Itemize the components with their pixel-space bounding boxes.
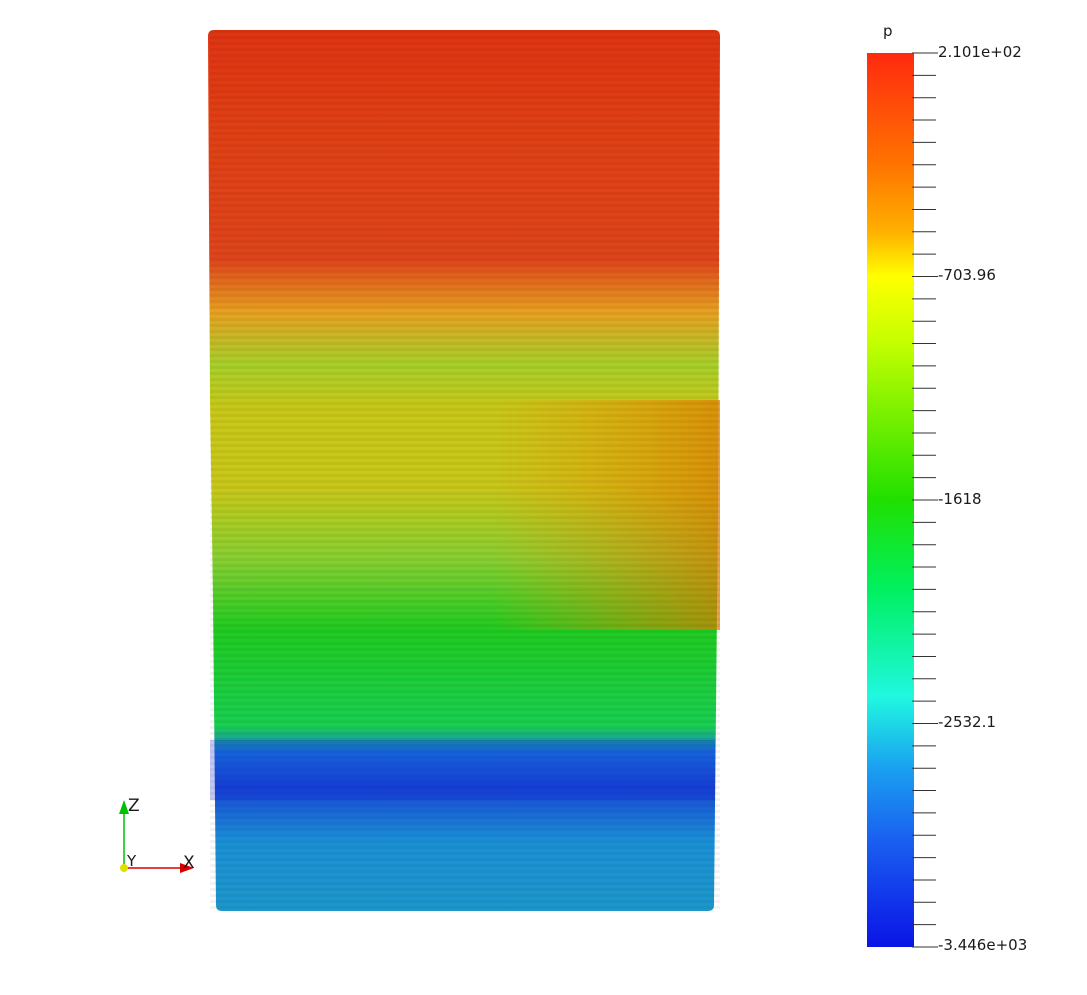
z-arrow-icon [119,800,129,814]
axis-z-label: Z [128,796,140,816]
orientation-axes: Z Y X [100,790,210,890]
scalar-bar-gradient [867,53,914,947]
scalar-bar-max-label: 2.101e+02 [938,43,1022,61]
axis-y-label: Y [127,852,137,870]
x-arrow-icon [180,863,194,873]
scalar-bar-ticks [912,52,938,948]
axes-triad-graphic [119,800,194,873]
y-axis-point-icon [120,864,128,872]
scalar-bar-label-1: -703.96 [938,266,996,284]
axis-x-label: X [183,853,195,873]
scalar-bar-label-3: -2532.1 [938,713,996,731]
scalar-bar-label-2: -1618 [938,490,982,508]
scalar-bar-title: p [883,22,893,40]
scalar-bar-min-label: -3.446e+03 [938,936,1028,954]
